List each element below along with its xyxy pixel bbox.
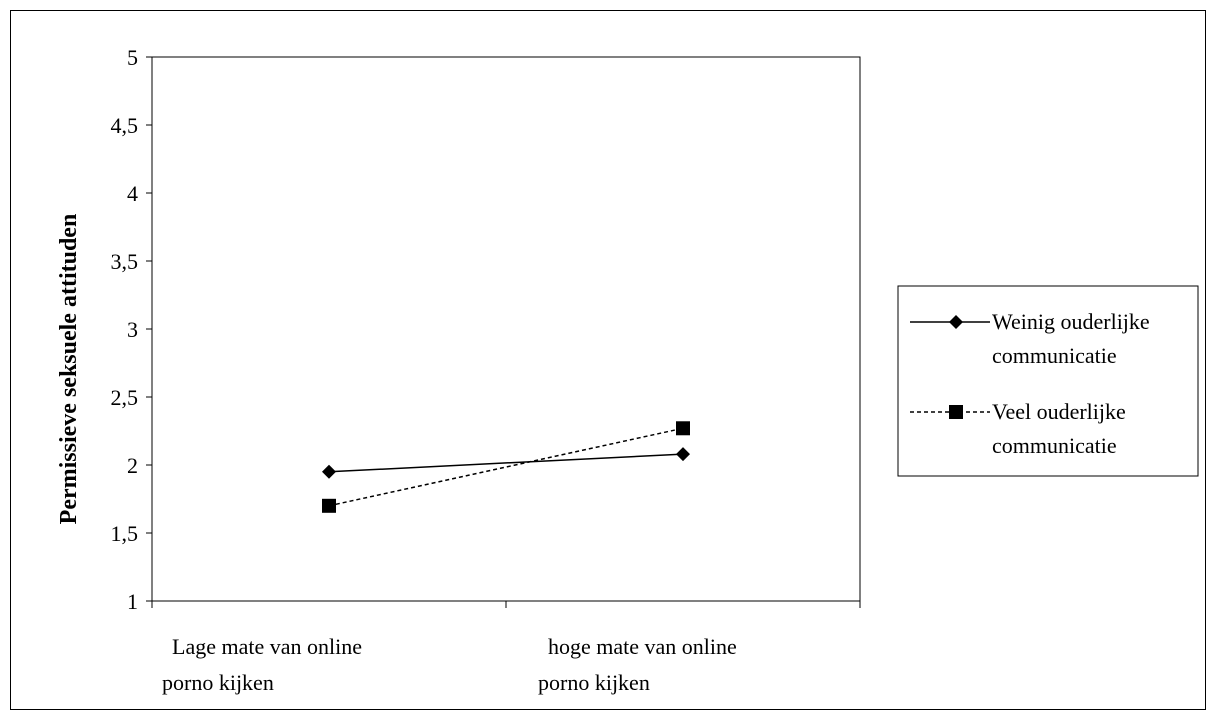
legend-item: Weinig ouderlijke communicatie <box>910 309 1150 368</box>
series-1 <box>322 447 690 479</box>
y-tick-label: 2,5 <box>111 385 139 410</box>
y-tick-label: 4 <box>127 181 138 206</box>
y-tick-label: 4,5 <box>111 113 139 138</box>
y-tick-label: 5 <box>127 45 138 70</box>
legend-marker <box>949 405 963 419</box>
y-tick-label: 1,5 <box>111 521 139 546</box>
y-axis-title: Permissieve seksuele attituden <box>56 214 82 525</box>
plot-area <box>151 56 861 602</box>
legend-box <box>897 285 1199 477</box>
series-line <box>328 427 684 507</box>
x-category-label: Lage mate van online porno kijken <box>162 634 362 695</box>
y-tick-label: 3 <box>127 317 138 342</box>
legend-item: Veel ouderlijke communicatie <box>910 399 1126 458</box>
data-point <box>322 498 336 513</box>
legend: Weinig ouderlijke communicatie Veel ouderl… <box>897 285 1199 477</box>
legend-label: Veel ouderlijke communicatie <box>992 399 1126 458</box>
x-category-label: hoge mate van online porno kijken <box>538 634 737 695</box>
y-tick-label: 1 <box>127 589 138 614</box>
y-tick-label: 3,5 <box>111 249 139 274</box>
data-point <box>322 464 336 479</box>
data-point <box>676 421 690 436</box>
legend-marker <box>949 315 963 329</box>
legend-label: Weinig ouderlijke communicatie <box>992 309 1150 368</box>
series-2 <box>322 421 690 513</box>
y-tick-label: 2 <box>127 453 138 478</box>
series-line <box>328 453 684 473</box>
data-point <box>676 447 690 462</box>
